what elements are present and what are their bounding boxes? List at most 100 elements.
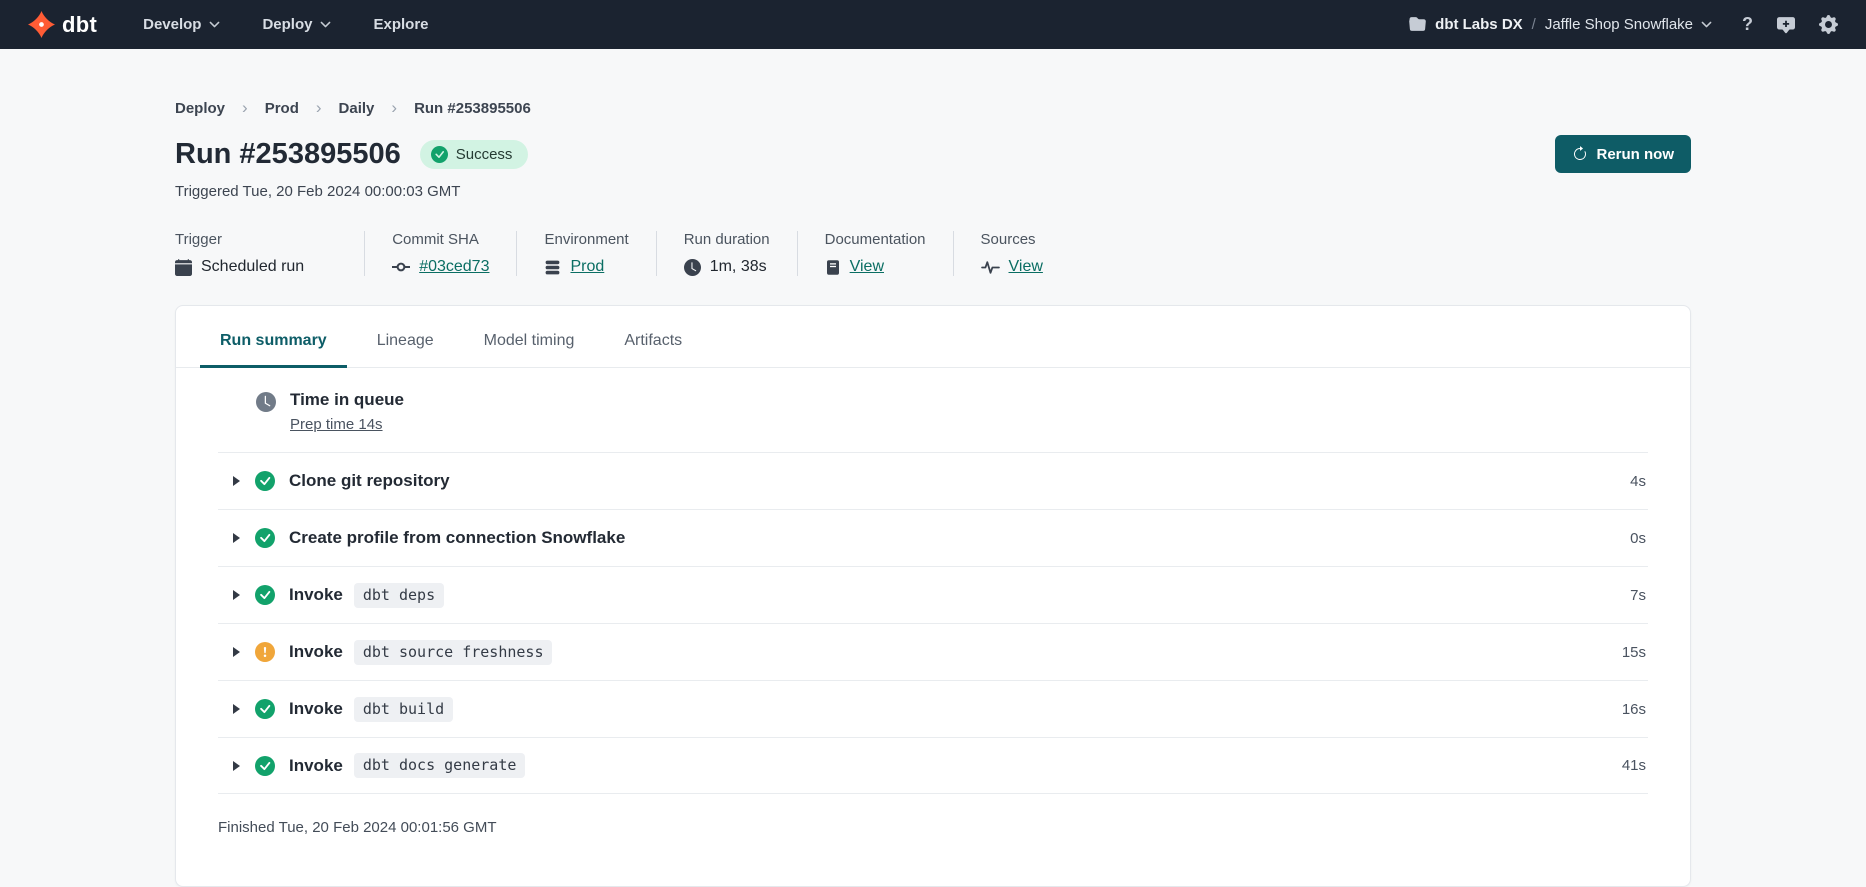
tab-run-summary[interactable]: Run summary [200,332,347,368]
meta-commit-sha: Commit SHA #03ced73 [364,231,516,276]
nav-develop[interactable]: Develop [143,16,220,33]
step-label: Create profile from connection Snowflake [289,528,626,547]
expand-chevron-icon[interactable] [230,759,242,773]
meta-commit-link[interactable]: #03ced73 [419,258,490,275]
chevron-down-icon [321,21,331,28]
dbt-logo-text: dbt [62,11,98,37]
meta-run-duration: Run duration 1m, 38s [655,231,797,276]
step-duration: 0s [1630,529,1646,547]
expand-chevron-icon[interactable] [230,645,242,659]
step-label: Invoke [289,699,343,718]
nav-explore[interactable]: Explore [373,16,428,33]
navbar-right: dbt Labs DX / Jaffle Shop Snowflake ? [1409,14,1838,35]
step-row-clone-git[interactable]: Clone git repository 4s [218,452,1648,509]
project-switcher[interactable]: Jaffle Shop Snowflake [1545,16,1712,33]
clock-icon [683,258,701,276]
success-check-icon [255,528,275,548]
tab-bar: Run summary Lineage Model timing Artifac… [176,306,1690,368]
rerun-now-label: Rerun now [1596,145,1675,163]
dbt-logo-icon [28,11,55,38]
run-steps-list: Time in queue Prep time 14s Clone git re… [218,368,1648,794]
tab-model-timing[interactable]: Model timing [483,332,575,349]
queue-clock-icon [256,392,276,412]
expand-chevron-icon[interactable] [230,588,242,602]
step-label: Clone git repository [289,471,450,490]
step-label: Invoke [289,755,343,775]
breadcrumb-run: Run #253895506 [414,99,531,117]
step-duration: 15s [1621,643,1646,661]
nav-deploy[interactable]: Deploy [262,16,331,33]
account-name: dbt Labs DX [1435,16,1523,33]
tab-lineage[interactable]: Lineage [376,332,434,349]
chevron-down-icon [1701,21,1712,28]
warning-icon [255,642,275,662]
help-icon[interactable]: ? [1742,14,1753,34]
time-in-queue-row: Time in queue Prep time 14s [218,368,1648,452]
step-duration: 41s [1621,757,1646,774]
step-row-dbt-source-freshness[interactable]: Invoke dbt source freshness 15s [218,623,1648,680]
meta-trigger-label: Trigger [175,231,222,248]
step-command-chip: dbt build [353,696,454,722]
nav-explore-label: Explore [373,16,429,33]
nav-develop-label: Develop [143,16,202,33]
meta-environment-label: Environment [544,231,629,248]
meta-documentation-link[interactable]: View [849,258,884,275]
gear-icon[interactable] [1819,15,1838,34]
breadcrumb: Deploy › Prod › Daily › Run #253895506 [175,98,1691,118]
meta-commit-label: Commit SHA [392,231,479,248]
breadcrumb-prod[interactable]: Prod [264,99,299,117]
nav-deploy-label: Deploy [262,16,313,33]
meta-environment: Environment Prod [516,231,655,276]
expand-chevron-icon[interactable] [230,531,242,545]
step-row-dbt-build[interactable]: Invoke dbt build 16s [218,680,1648,737]
calendar-icon [175,258,192,276]
meta-sources-link[interactable]: View [1008,258,1043,275]
rerun-now-button[interactable]: Rerun now [1554,135,1691,173]
expand-chevron-icon[interactable] [230,702,242,716]
status-badge-label: Success [455,145,513,163]
feedback-icon[interactable] [1777,16,1795,34]
meta-environment-link[interactable]: Prod [570,258,605,275]
rerun-icon [1573,146,1586,160]
main-content: Deploy › Prod › Daily › Run #253895506 R… [0,98,1866,887]
step-row-create-profile[interactable]: Create profile from connection Snowflake… [218,509,1648,566]
step-command-chip: dbt deps [353,582,445,608]
queue-title: Time in queue [290,390,404,409]
meta-sources: Sources View [952,231,1070,276]
page-title: Run #253895506 [175,138,401,170]
account-switcher[interactable]: dbt Labs DX [1409,16,1523,33]
finished-timestamp: Finished Tue, 20 Feb 2024 00:01:56 GMT [218,819,497,836]
meta-documentation: Documentation View [796,231,953,276]
meta-duration-label: Run duration [683,231,770,248]
run-detail-card: Run summary Lineage Model timing Artifac… [175,305,1691,887]
breadcrumb-separator: › [391,98,398,117]
dbt-logo[interactable]: dbt [28,11,97,38]
triggered-timestamp: Triggered Tue, 20 Feb 2024 00:00:03 GMT [175,183,461,200]
tab-artifacts[interactable]: Artifacts [624,332,683,349]
breadcrumb-separator: › [315,98,322,117]
prep-time-link[interactable]: Prep time 14s [290,416,383,433]
success-check-icon [255,585,275,605]
breadcrumb-deploy[interactable]: Deploy [175,99,226,117]
commit-icon [392,258,411,276]
project-name: Jaffle Shop Snowflake [1544,16,1693,33]
step-label: Invoke [289,642,343,661]
step-row-dbt-deps[interactable]: Invoke dbt deps 7s [218,566,1648,623]
chevron-down-icon [210,21,220,28]
meta-documentation-label: Documentation [824,231,926,248]
meta-duration-value: 1m, 38s [709,258,767,275]
step-row-dbt-docs-generate[interactable]: Invoke dbt docs generate 41s [218,737,1648,794]
step-command-chip: dbt source freshness [353,639,553,665]
meta-trigger: Trigger Scheduled run [175,231,364,276]
meta-trigger-value: Scheduled run [201,258,305,275]
expand-chevron-icon[interactable] [230,474,242,488]
breadcrumb-daily[interactable]: Daily [338,99,375,117]
navbar-icon-group: ? [1742,14,1838,35]
success-check-icon [255,471,275,491]
meta-sources-label: Sources [980,231,1036,248]
breadcrumb-separator: › [242,98,248,117]
folder-icon [1409,17,1426,31]
environment-icon [544,259,561,276]
account-project-separator: / [1531,16,1536,33]
title-row: Run #253895506 Success Rerun now [175,135,1691,173]
